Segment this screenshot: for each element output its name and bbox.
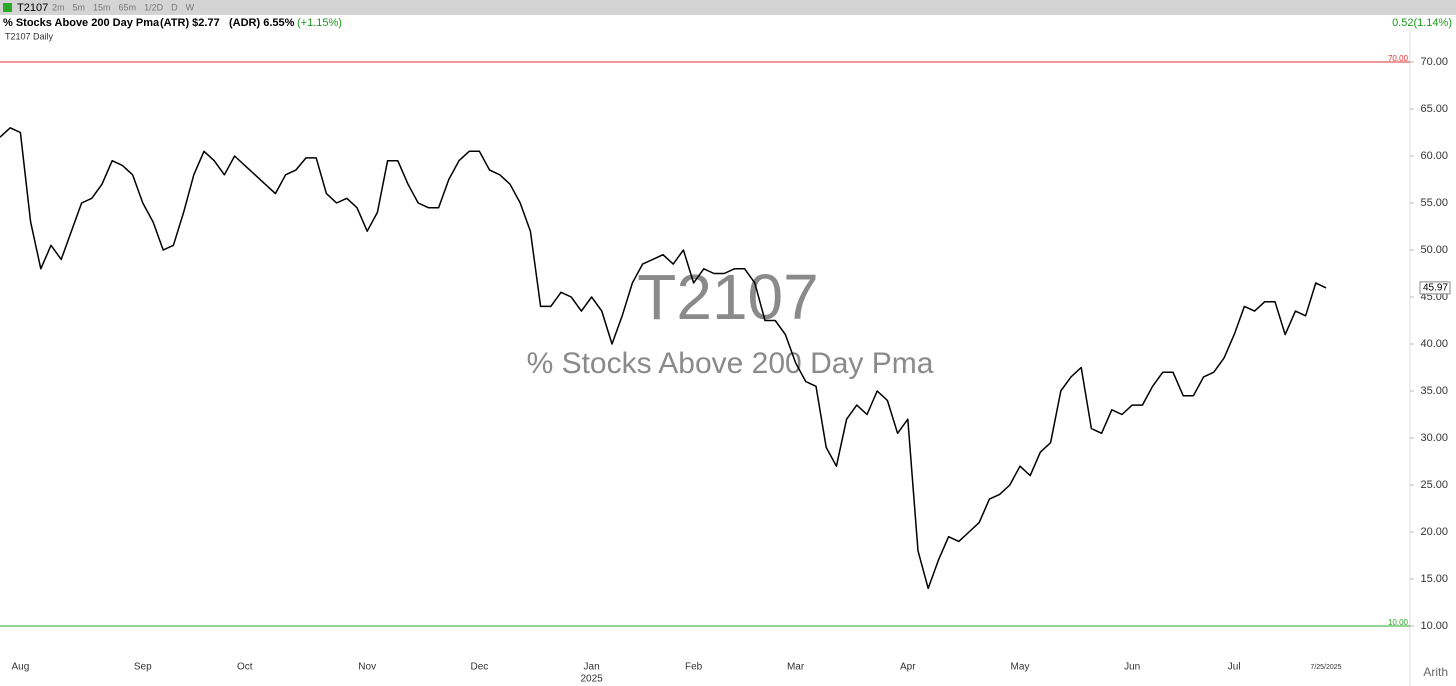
x-tick-label: Dec [471,662,489,673]
watermark-subtitle: % Stocks Above 200 Day Pma [527,347,934,380]
y-tick-label: 10.00 [1420,620,1448,632]
x-tick-label: Jun [1124,662,1140,673]
atr: (ATR) $2.77 [160,17,220,29]
timeframe-button[interactable]: 15m [93,2,111,12]
add-icon[interactable] [3,3,12,12]
y-tick-label: 60.00 [1420,150,1448,162]
description: % Stocks Above 200 Day Pma [3,17,160,29]
toolbar [0,0,1456,15]
y-tick-label: 20.00 [1420,526,1448,538]
y-tick-label: 55.00 [1420,197,1448,209]
year-label: 2025 [580,674,603,685]
y-tick-label: 40.00 [1420,338,1448,350]
timeframe-button[interactable]: 1/2D [144,2,164,12]
last-value-label: 45.97 [1423,283,1448,294]
chart-label[interactable]: T2107 Daily [5,31,54,41]
x-tick-label: Feb [685,662,703,673]
y-tick-label: 50.00 [1420,244,1448,256]
y-tick-label: 25.00 [1420,479,1448,491]
timeframe-button[interactable]: W [186,2,195,12]
timeframe-button[interactable]: D [171,2,178,12]
x-tick-label: 7/25/2025 [1310,664,1341,671]
symbol[interactable]: T2107 [17,2,48,14]
x-tick-label: Nov [358,662,376,673]
y-tick-label: 70.00 [1420,56,1448,68]
timeframes: 2m 5m 15m 65m 1/2D D W [52,2,195,12]
last-value-box [1419,281,1451,295]
x-tick-label: Oct [237,662,253,673]
x-tick-label: May [1011,662,1030,673]
y-tick-label: 65.00 [1420,103,1448,115]
x-tick-label: Jan [584,662,600,673]
right-change: 0.52(1.14%) [1392,17,1452,29]
timeframe-button[interactable]: 2m [52,2,65,12]
price-line [0,127,1327,590]
y-tick-label: 30.00 [1420,432,1448,444]
x-tick-label: Mar [787,662,805,673]
x-tick-label: Sep [134,662,152,673]
watermark-title: T2107 [637,261,818,333]
timeframe-button[interactable]: 5m [73,2,86,12]
adr: (ADR) 6.55% [229,17,295,29]
scale-mode[interactable]: Arith [1423,665,1448,679]
timeframe-button[interactable]: 65m [119,2,137,12]
change: (+1.15%) [297,17,342,29]
x-tick-label: Aug [12,662,30,673]
reference-label: 10.00 [1388,618,1409,627]
y-tick-label: 15.00 [1420,573,1448,585]
x-tick-label: Apr [900,662,916,673]
y-tick-label: 35.00 [1420,385,1448,397]
reference-label: 70.00 [1388,54,1409,63]
x-tick-label: Jul [1228,662,1241,673]
